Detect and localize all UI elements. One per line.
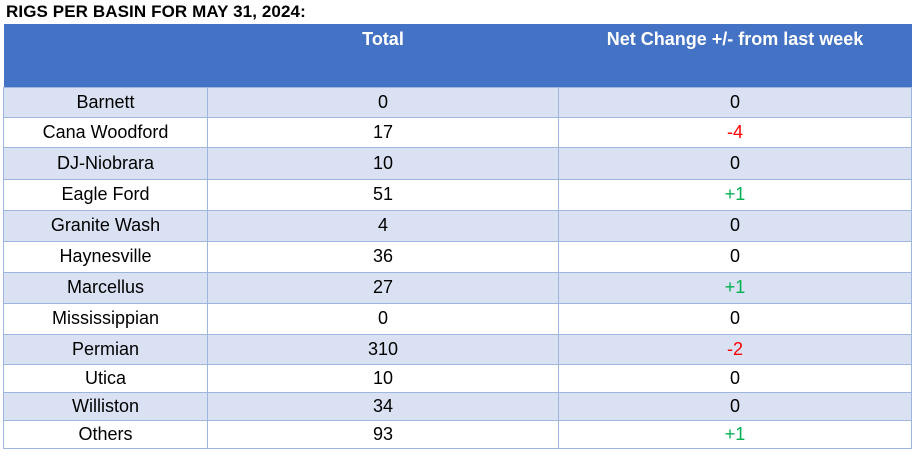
rigs-table: Total Net Change +/- from last week Barn… — [3, 24, 912, 449]
net-change-cell: -2 — [558, 333, 912, 365]
table-row: Mississippian 0 0 — [3, 302, 912, 335]
net-change-cell: 0 — [558, 240, 912, 273]
basin-cell: Permian — [3, 333, 208, 365]
total-cell: 10 — [207, 146, 559, 180]
basin-cell: Eagle Ford — [3, 178, 208, 211]
table-row: Granite Wash 4 0 — [3, 209, 912, 242]
basin-cell: Others — [3, 419, 208, 449]
total-cell: 93 — [207, 419, 559, 449]
total-cell: 10 — [207, 363, 559, 393]
table-row: Barnett 0 0 — [3, 86, 912, 118]
table-header: Total Net Change +/- from last week — [3, 24, 912, 87]
basin-cell: Williston — [3, 391, 208, 421]
basin-cell: Granite Wash — [3, 209, 208, 242]
net-change-cell: 0 — [558, 391, 912, 421]
net-change-cell: -4 — [558, 116, 912, 148]
column-header-net-change: Net Change +/- from last week — [558, 24, 912, 87]
table-row: Utica 10 0 — [3, 363, 912, 393]
basin-cell: Mississippian — [3, 302, 208, 335]
table-row: Marcellus 27 +1 — [3, 271, 912, 304]
table-row: Permian 310 -2 — [3, 333, 912, 365]
basin-cell: Barnett — [3, 86, 208, 118]
total-cell: 51 — [207, 178, 559, 211]
table-row: Others 93 +1 — [3, 419, 912, 449]
table-row: Cana Woodford 17 -4 — [3, 116, 912, 148]
column-header-total: Total — [207, 24, 559, 87]
table-row: Haynesville 36 0 — [3, 240, 912, 273]
basin-cell: Cana Woodford — [3, 116, 208, 148]
total-cell: 17 — [207, 116, 559, 148]
total-cell: 4 — [207, 209, 559, 242]
total-cell: 0 — [207, 302, 559, 335]
basin-cell: DJ-Niobrara — [3, 146, 208, 180]
total-cell: 34 — [207, 391, 559, 421]
total-cell: 0 — [207, 86, 559, 118]
table-row: DJ-Niobrara 10 0 — [3, 146, 912, 180]
net-change-cell: 0 — [558, 209, 912, 242]
page-title: RIGS PER BASIN FOR MAY 31, 2024: — [6, 2, 306, 21]
table-row: Williston 34 0 — [3, 391, 912, 421]
net-change-cell: 0 — [558, 302, 912, 335]
net-change-cell: +1 — [558, 419, 912, 449]
net-change-cell: +1 — [558, 271, 912, 304]
basin-cell: Haynesville — [3, 240, 208, 273]
table-row: Eagle Ford 51 +1 — [3, 178, 912, 211]
basin-cell: Utica — [3, 363, 208, 393]
total-cell: 36 — [207, 240, 559, 273]
total-cell: 27 — [207, 271, 559, 304]
column-header-basin — [3, 24, 208, 87]
net-change-cell: 0 — [558, 363, 912, 393]
net-change-cell: +1 — [558, 178, 912, 211]
total-cell: 310 — [207, 333, 559, 365]
net-change-cell: 0 — [558, 86, 912, 118]
table-body: Barnett 0 0 Cana Woodford 17 -4 DJ-Niobrara 10 0… — [3, 86, 912, 449]
net-change-cell: 0 — [558, 146, 912, 180]
basin-cell: Marcellus — [3, 271, 208, 304]
